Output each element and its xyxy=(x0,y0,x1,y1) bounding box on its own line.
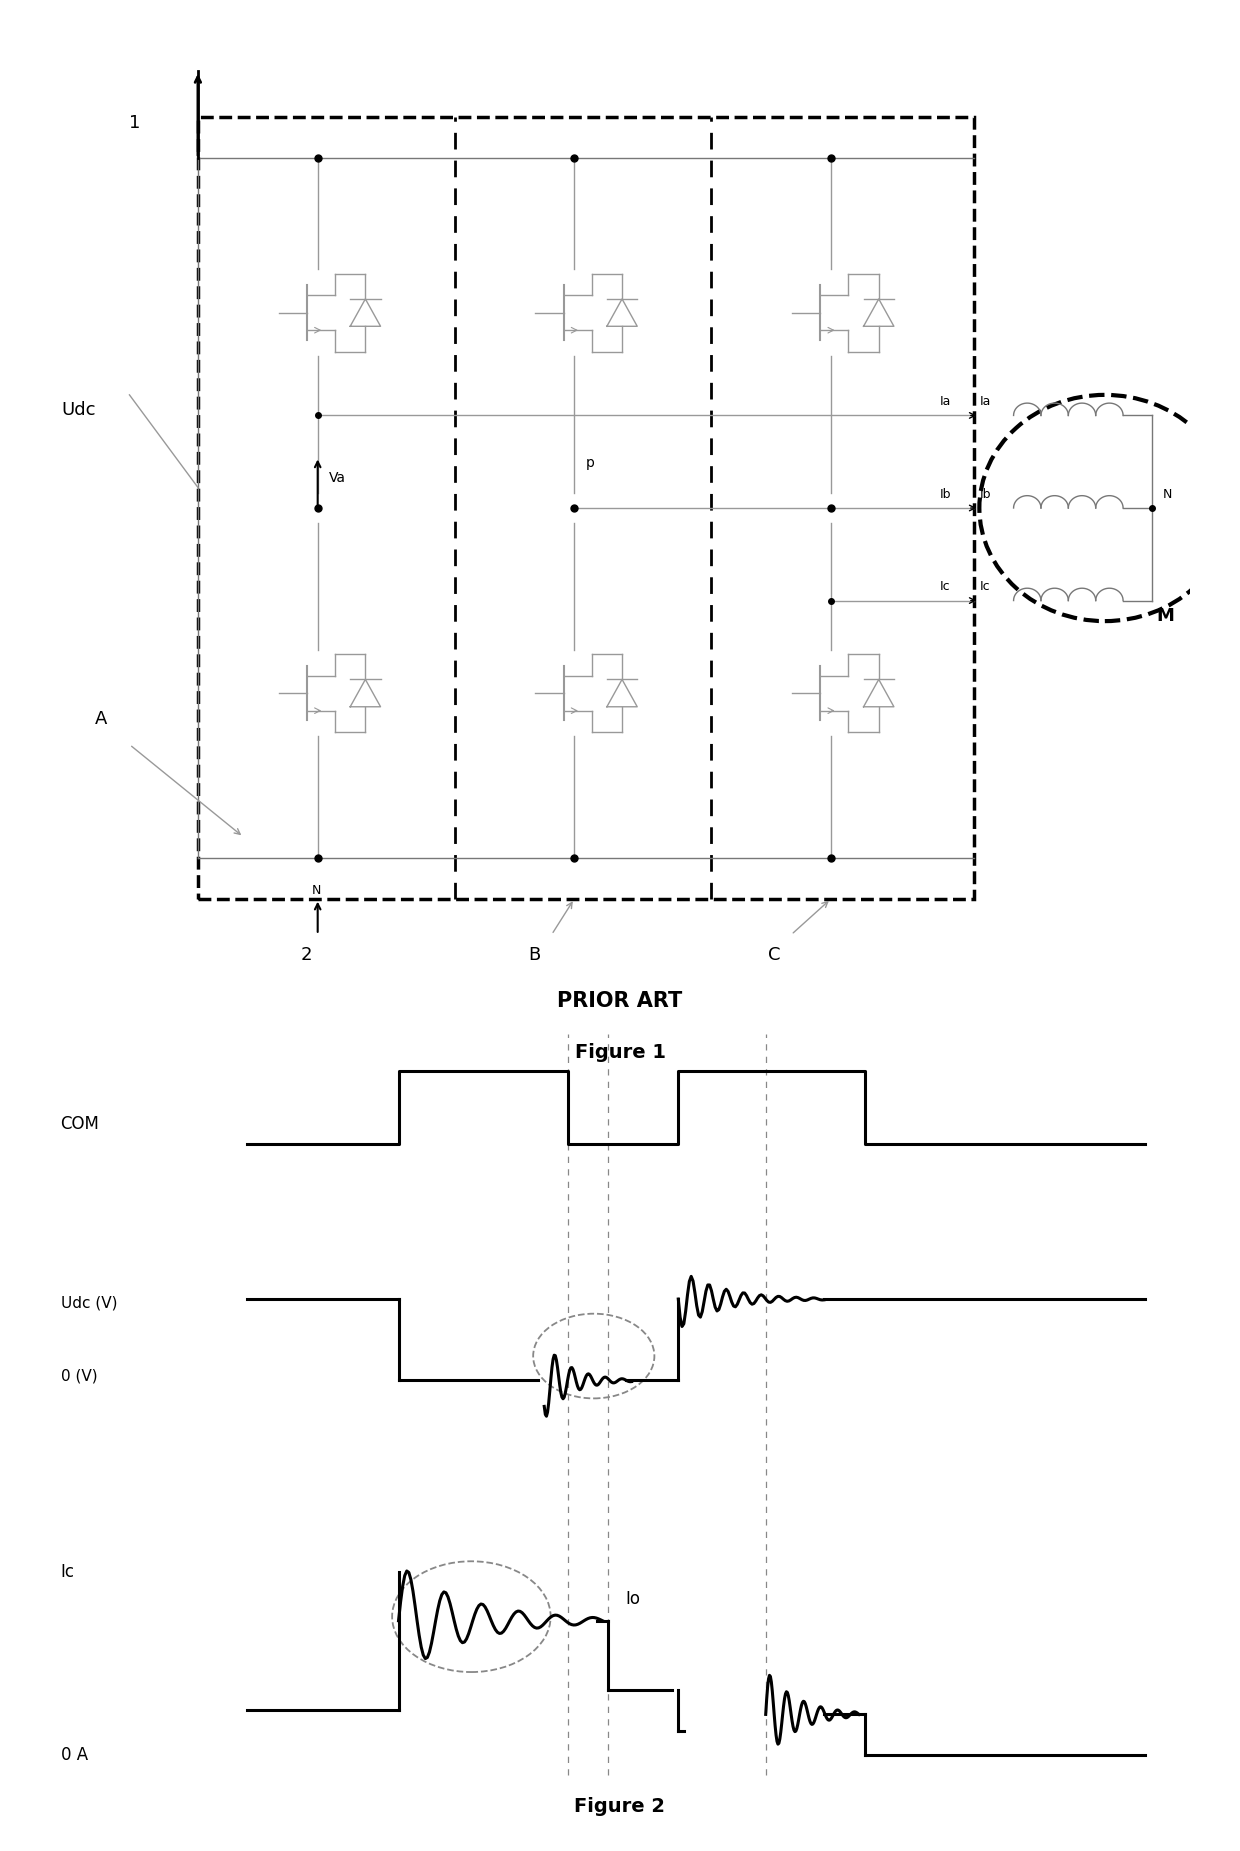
Text: Udc (V): Udc (V) xyxy=(61,1296,117,1311)
Text: Ic: Ic xyxy=(940,579,950,594)
Text: M: M xyxy=(1156,607,1174,626)
Text: C: C xyxy=(769,946,781,964)
Text: 1: 1 xyxy=(129,113,141,131)
Text: Va: Va xyxy=(329,472,346,485)
Text: B: B xyxy=(528,946,541,964)
Text: Udc: Udc xyxy=(61,402,95,420)
Text: PRIOR ART: PRIOR ART xyxy=(557,990,683,1011)
Text: Ib: Ib xyxy=(980,487,991,502)
Text: Ic: Ic xyxy=(61,1562,74,1581)
Text: Io: Io xyxy=(626,1590,641,1609)
Text: Ia: Ia xyxy=(980,394,991,409)
Text: p: p xyxy=(585,455,595,470)
Text: Ib: Ib xyxy=(940,487,951,502)
Text: 2: 2 xyxy=(300,946,312,964)
Text: N: N xyxy=(1163,487,1172,502)
Text: N: N xyxy=(312,883,321,896)
Text: A: A xyxy=(95,711,108,727)
Text: Figure 1: Figure 1 xyxy=(574,1044,666,1062)
Text: 0 A: 0 A xyxy=(61,1745,88,1764)
Text: Ia: Ia xyxy=(940,394,951,409)
Text: 0 (V): 0 (V) xyxy=(61,1370,97,1385)
Text: Ic: Ic xyxy=(980,579,990,594)
Text: Figure 2: Figure 2 xyxy=(574,1797,666,1816)
Text: COM: COM xyxy=(61,1114,99,1133)
